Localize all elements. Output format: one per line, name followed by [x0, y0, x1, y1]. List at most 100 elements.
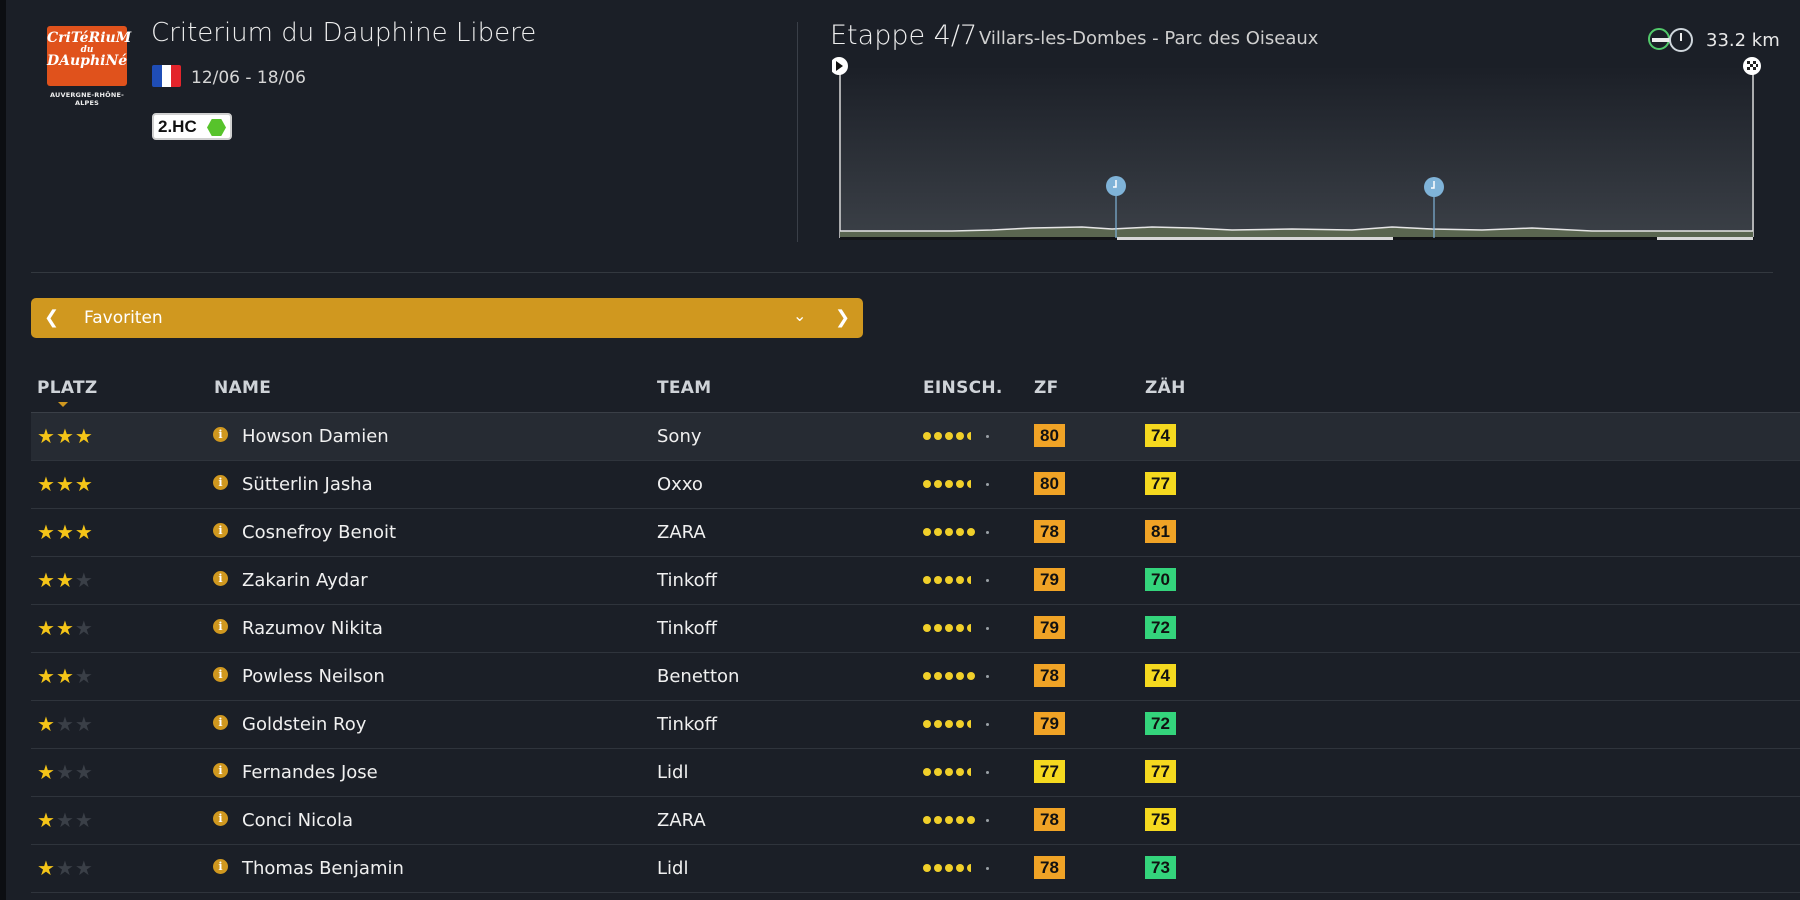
rider-name[interactable]: Cosnefroy Benoit: [242, 522, 397, 543]
info-icon[interactable]: i: [213, 427, 228, 442]
flag-stripe: [152, 65, 162, 87]
form-dot-empty: [986, 434, 989, 438]
table-row[interactable]: ★ ★ ★ i Cosnefroy Benoit ZARA 78 81: [31, 509, 1800, 557]
chevron-left-icon[interactable]: ❮: [44, 307, 60, 328]
rating-stars: ★ ★ ★: [37, 522, 93, 542]
race-logo-text: du: [80, 45, 94, 55]
rider-name[interactable]: Goldstein Roy: [242, 714, 367, 735]
form-dot-empty: [986, 818, 989, 822]
clock-hands: [1431, 181, 1435, 189]
rider-name[interactable]: Conci Nicola: [242, 810, 354, 831]
info-icon[interactable]: i: [213, 667, 228, 682]
star-icon: ★: [37, 856, 55, 880]
form-dot: [945, 864, 953, 872]
star-icon: ★: [37, 472, 55, 496]
profile-line: [840, 226, 1753, 232]
form-dot: [923, 672, 931, 680]
zf-value: 80: [1034, 472, 1065, 495]
table-row[interactable]: ★ ★ ★ i Powless Neilson Benetton 78 74: [31, 653, 1800, 701]
form-dot: [945, 528, 953, 536]
star-icon: ★: [37, 712, 55, 736]
table-row[interactable]: ★ ★ ★ i Goldstein Roy Tinkoff 79 72: [31, 701, 1800, 749]
info-icon[interactable]: i: [213, 763, 228, 778]
time-trial-icon: [1669, 28, 1693, 52]
form-dot: [934, 528, 942, 536]
filter-dropdown[interactable]: ❮ Favoriten ⌄ ❯: [31, 298, 863, 338]
column-header-einsch[interactable]: EINSCH.: [923, 378, 1003, 398]
race-logo-text: DAuphiNé: [47, 53, 128, 69]
zf-value: 78: [1034, 808, 1065, 831]
column-header-zah[interactable]: ZÄH: [1145, 378, 1186, 398]
zf-value: 78: [1034, 664, 1065, 687]
table-row[interactable]: ★ ★ ★ i Fernandes Jose Lidl 77 77: [31, 749, 1800, 797]
star-icon: ★: [74, 616, 93, 640]
form-dot-empty: [986, 866, 989, 870]
rating-stars: ★ ★ ★: [37, 810, 93, 830]
rating-stars: ★ ★ ★: [37, 426, 93, 446]
star-icon: ★: [55, 472, 74, 496]
rider-name[interactable]: Fernandes Jose: [242, 762, 378, 783]
zah-value: 72: [1145, 616, 1176, 639]
star-icon: ★: [37, 664, 55, 688]
zah-value: 77: [1145, 760, 1176, 783]
rider-name[interactable]: Razumov Nikita: [242, 618, 383, 639]
column-header-zf[interactable]: ZF: [1034, 378, 1059, 398]
form-dot: [945, 720, 953, 728]
form-dot: [956, 576, 964, 584]
rating-stars: ★ ★ ★: [37, 474, 93, 494]
info-icon[interactable]: i: [213, 715, 228, 730]
column-header-team[interactable]: TEAM: [657, 378, 712, 398]
form-dot: [934, 864, 942, 872]
form-indicator: [923, 720, 989, 728]
column-header-platz[interactable]: PLATZ: [37, 378, 98, 398]
rider-team: Lidl: [657, 858, 689, 879]
zah-value: 70: [1145, 568, 1176, 591]
rider-name[interactable]: Sütterlin Jasha: [242, 474, 373, 495]
form-dot-empty: [986, 674, 989, 678]
form-dot: [945, 432, 953, 440]
race-logo-region: AUVERGNE-RHÔNE-ALPES: [49, 91, 125, 107]
rider-name[interactable]: Thomas Benjamin: [242, 858, 404, 879]
rider-name[interactable]: Howson Damien: [242, 426, 389, 447]
race-category-label: 2.HC: [158, 116, 197, 136]
star-icon: ★: [37, 808, 55, 832]
form-dot: [923, 768, 931, 776]
stage-profile[interactable]: [832, 56, 1766, 246]
info-icon[interactable]: i: [213, 859, 228, 874]
star-icon: ★: [74, 664, 93, 688]
table-row[interactable]: ★ ★ ★ i Conci Nicola ZARA 78 75: [31, 797, 1800, 845]
zf-value: 79: [1034, 568, 1065, 591]
finish-checker: [1747, 61, 1758, 70]
info-icon[interactable]: i: [213, 523, 228, 538]
table-row[interactable]: ★ ★ ★ i Zakarin Aydar Tinkoff 79 70: [31, 557, 1800, 605]
form-dot-half: [967, 864, 975, 872]
info-icon[interactable]: i: [213, 619, 228, 634]
form-dot: [923, 576, 931, 584]
profile-terrain: [840, 227, 1753, 237]
star-icon: ★: [55, 760, 74, 784]
star-icon: ★: [37, 760, 55, 784]
rating-stars: ★ ★ ★: [37, 762, 93, 782]
table-row[interactable]: ★ ★ ★ i Sütterlin Jasha Oxxo 80 77: [31, 461, 1800, 509]
rider-name[interactable]: Zakarin Aydar: [242, 570, 368, 591]
table-row[interactable]: ★ ★ ★ i Howson Damien Sony 80 74: [31, 413, 1800, 461]
rating-stars: ★ ★ ★: [37, 570, 93, 590]
form-dot: [934, 480, 942, 488]
form-dot: [934, 624, 942, 632]
zf-value: 79: [1034, 712, 1065, 735]
info-icon[interactable]: i: [213, 811, 228, 826]
zah-value: 74: [1145, 664, 1176, 687]
rider-name[interactable]: Powless Neilson: [242, 666, 385, 687]
chevron-down-icon[interactable]: ⌄: [793, 306, 807, 325]
info-icon[interactable]: i: [213, 571, 228, 586]
table-row[interactable]: ★ ★ ★ i Thomas Benjamin Lidl 78 73: [31, 845, 1800, 893]
column-header-name[interactable]: NAME: [214, 378, 272, 398]
table-row[interactable]: ★ ★ ★ i Razumov Nikita Tinkoff 79 72: [31, 605, 1800, 653]
info-icon[interactable]: i: [213, 475, 228, 490]
star-icon: ★: [37, 424, 55, 448]
star-icon: ★: [55, 664, 74, 688]
rider-team: Oxxo: [657, 474, 703, 495]
form-dot-empty: [986, 482, 989, 486]
chevron-right-icon[interactable]: ❯: [835, 307, 851, 328]
form-indicator: [923, 768, 989, 776]
